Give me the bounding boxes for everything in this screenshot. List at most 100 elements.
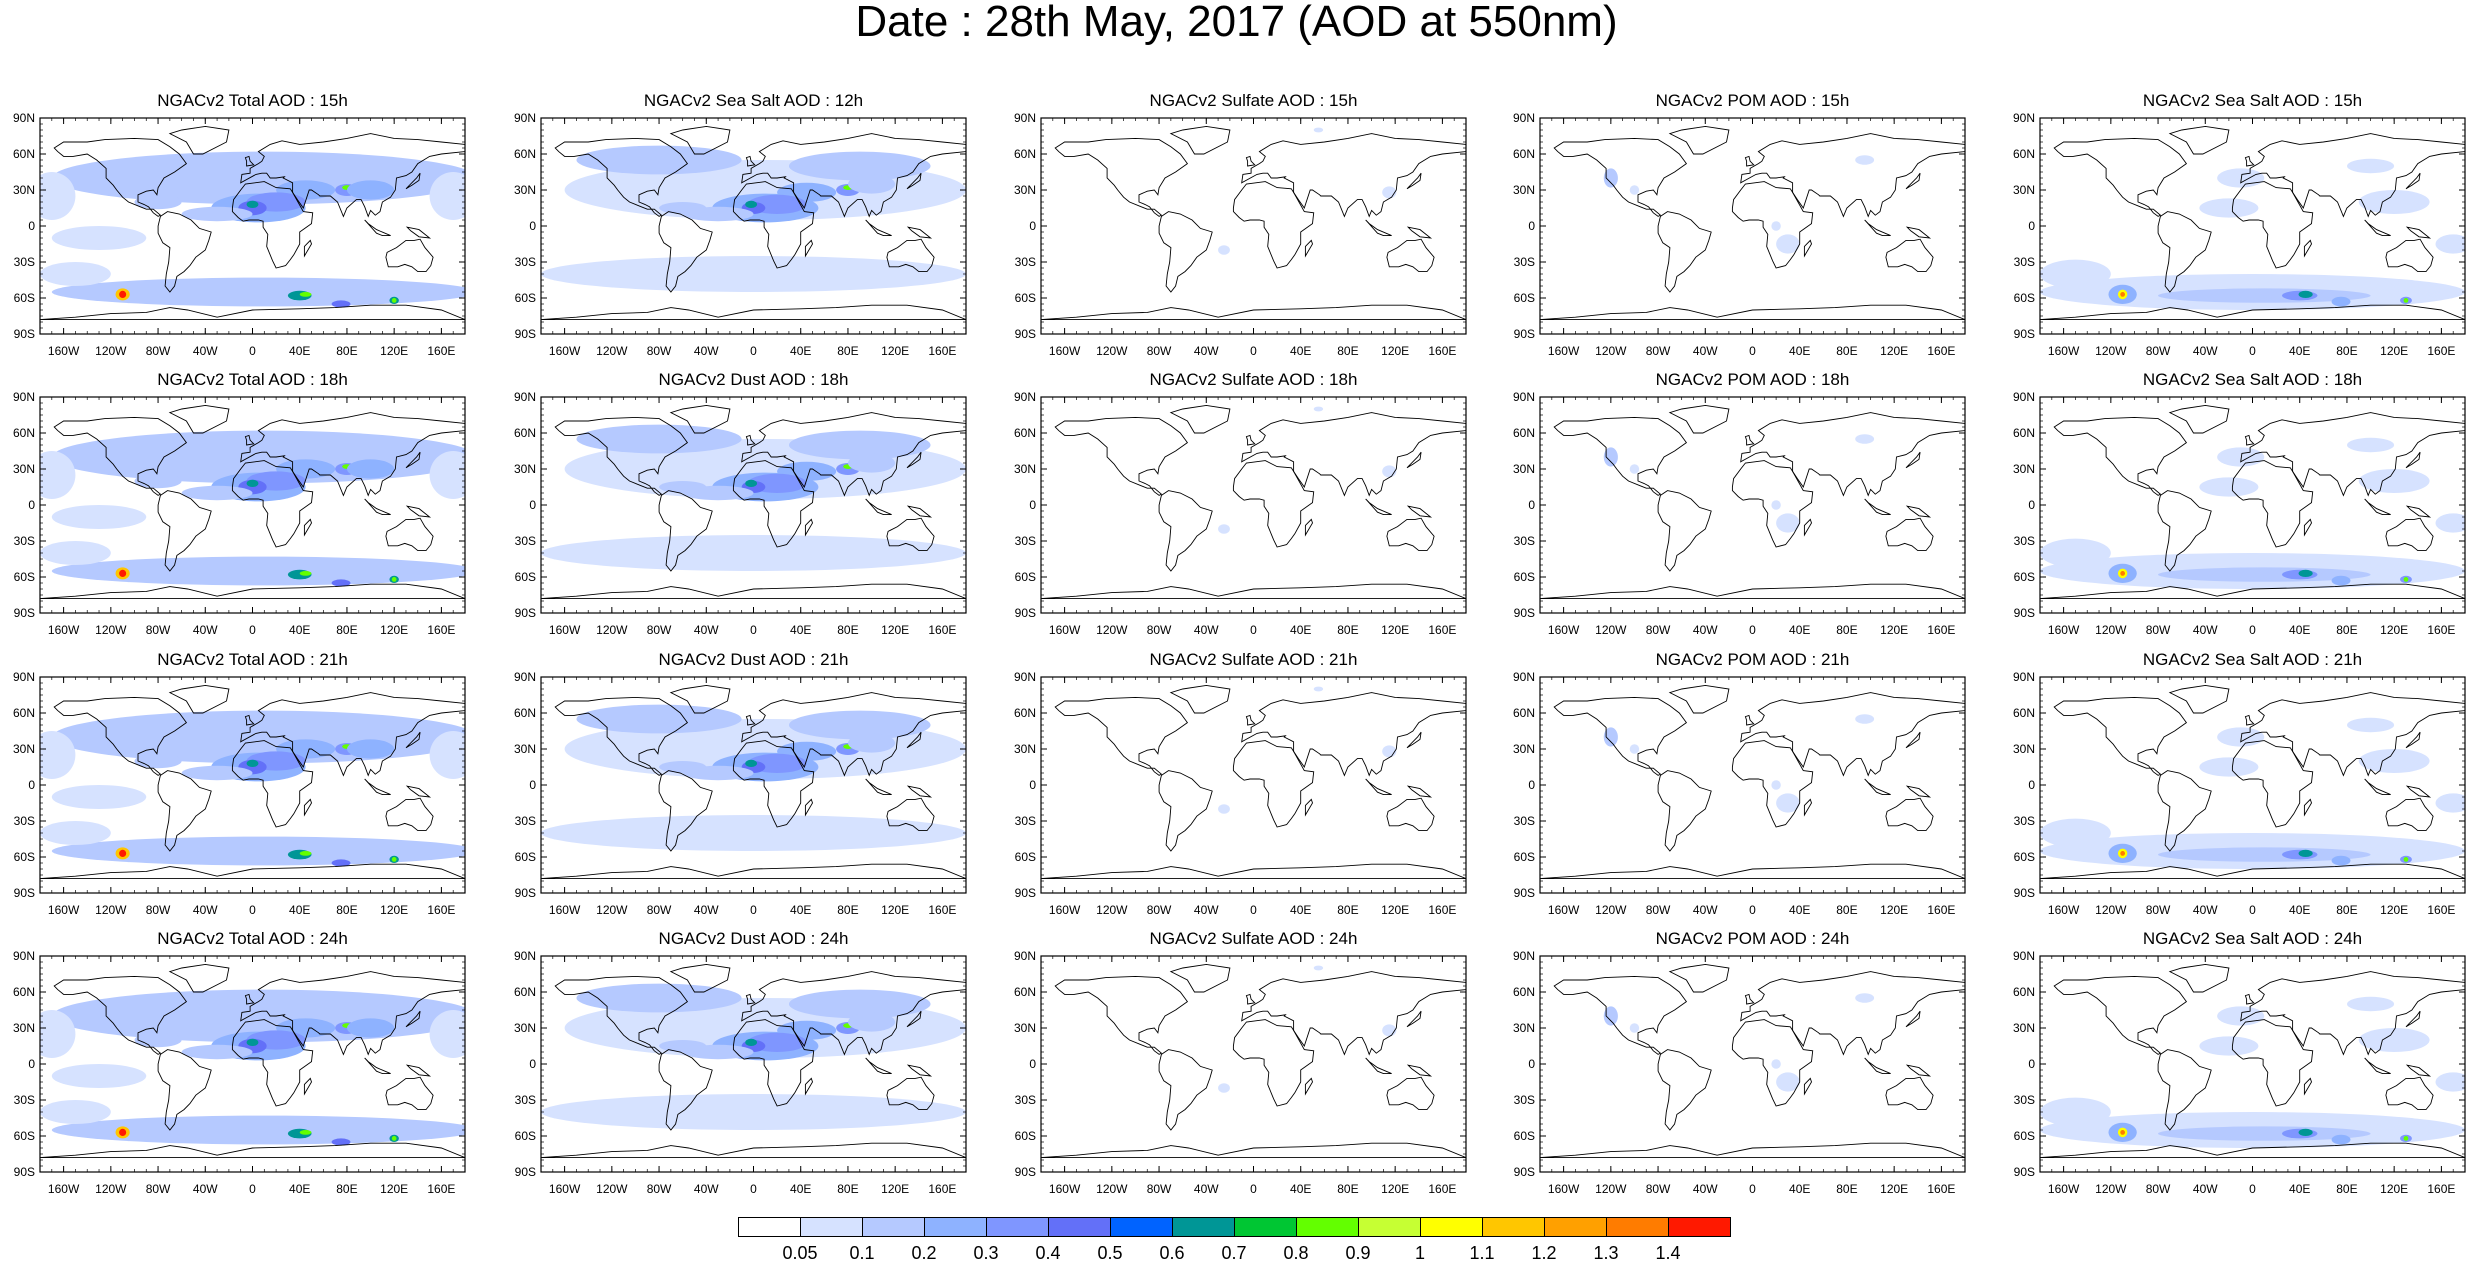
aod-field-region [2298, 849, 2313, 857]
longitude-tick-label: 40E [1290, 1182, 1311, 1196]
coastline [1905, 226, 1932, 239]
coastline [40, 583, 465, 600]
coastline [732, 740, 815, 828]
aod-field-region [1218, 245, 1230, 255]
latitude-tick-label: 30S [1514, 814, 1535, 828]
aod-field-region [1629, 1023, 1640, 1033]
aod-field-region [331, 300, 351, 308]
world-map: 90N 60N 30N 0 30S 60S 90S 160W 120W 80W 40W 0 40E 80E… [1513, 949, 1966, 1196]
aod-field-region [299, 851, 312, 856]
latitude-tick-label: 30N [13, 742, 35, 756]
coastline [1803, 518, 1812, 537]
longitude-tick-label: 120W [1595, 903, 1627, 917]
longitude-tick-label: 120W [2095, 903, 2127, 917]
latitude-tick-label: 30S [2014, 534, 2035, 548]
coastline [2168, 684, 2230, 714]
world-map: 90N 60N 30N 0 30S 60S 90S 160W 120W 80W 40W 0 40E 80E… [1513, 111, 1966, 358]
coastline [2240, 133, 2465, 218]
aod-field-region [246, 479, 259, 487]
coastline [2244, 434, 2255, 446]
colorbar-tick-label: 0.4 [1035, 1243, 1061, 1263]
aod-field-region [2217, 447, 2265, 467]
aod-field-region [1771, 780, 1781, 790]
coastline [1657, 490, 1712, 572]
coastline [385, 797, 434, 832]
latitude-tick-label: 90N [13, 670, 35, 684]
aod-field-region [246, 200, 259, 208]
aod-field-region [2331, 575, 2351, 586]
coastline [2244, 714, 2255, 726]
aod-field-region [346, 1018, 395, 1038]
longitude-tick-label: 120E [881, 1182, 909, 1196]
longitude-tick-label: 120E [1381, 344, 1409, 358]
aod-field-region [1855, 714, 1875, 724]
aod-field-region [2158, 288, 2371, 303]
longitude-tick-label: 80W [1147, 1182, 1172, 1196]
colorbar-swatch [986, 1217, 1049, 1237]
coastline [2303, 518, 2312, 537]
coastline [1553, 137, 1688, 217]
latitude-tick-label: 60N [1513, 147, 1535, 161]
latitude-tick-label: 90S [1514, 886, 1535, 900]
coastline [554, 696, 689, 776]
longitude-tick-label: 160W [2048, 903, 2080, 917]
longitude-tick-label: 160E [1428, 903, 1456, 917]
longitude-tick-label: 40W [2193, 1182, 2218, 1196]
longitude-tick-label: 0 [249, 1182, 256, 1196]
longitude-tick-label: 40W [1693, 344, 1718, 358]
coastline [2157, 211, 2212, 293]
latitude-tick-label: 30N [1014, 462, 1036, 476]
longitude-tick-label: 80E [1337, 344, 1358, 358]
aod-field-region [429, 731, 465, 779]
latitude-tick-label: 30S [515, 1093, 536, 1107]
longitude-tick-label: 120W [95, 623, 127, 637]
coastline [2385, 517, 2434, 552]
aod-field-region [2217, 727, 2265, 747]
longitude-tick-label: 40E [1789, 1182, 1810, 1196]
coastline [1905, 785, 1932, 798]
aod-field-region [40, 821, 111, 845]
longitude-tick-label: 120E [1880, 1182, 1908, 1196]
longitude-tick-label: 80W [647, 623, 672, 637]
longitude-tick-label: 40W [694, 1182, 719, 1196]
latitude-tick-label: 30S [14, 814, 35, 828]
latitude-tick-label: 60S [1514, 570, 1535, 584]
aod-field-region [659, 761, 707, 773]
longitude-tick-label: 160E [427, 623, 455, 637]
aod-field-region [181, 765, 253, 781]
latitude-tick-label: 30N [514, 462, 536, 476]
longitude-tick-label: 160E [427, 344, 455, 358]
coastline [364, 1057, 391, 1075]
latitude-tick-label: 90S [1514, 1165, 1535, 1179]
longitude-tick-label: 160W [1548, 344, 1580, 358]
aod-field-region [2040, 1097, 2111, 1127]
longitude-tick-label: 160E [928, 344, 956, 358]
coastline [1304, 239, 1313, 258]
map-panel-title: NGACv2 POM AOD : 15h [1655, 91, 1850, 110]
coastline [1245, 714, 1256, 726]
longitude-tick-label: 0 [1250, 1182, 1257, 1196]
coastline [405, 785, 432, 798]
latitude-tick-label: 30N [2013, 742, 2035, 756]
latitude-tick-label: 90S [515, 1165, 536, 1179]
coastline [168, 404, 230, 434]
coastline [1803, 798, 1812, 817]
longitude-tick-label: 40W [694, 903, 719, 917]
aod-field-region [40, 262, 111, 286]
coastline [168, 963, 230, 993]
coastline [741, 692, 966, 777]
coastline [1740, 692, 1965, 777]
longitude-tick-label: 40W [193, 344, 218, 358]
longitude-tick-label: 0 [249, 344, 256, 358]
coastline [1864, 1057, 1891, 1075]
colorbar-tick-label: 0.05 [782, 1243, 818, 1263]
colorbar-swatch [1544, 1217, 1607, 1237]
aod-field-region [1218, 524, 1230, 534]
latitude-tick-label: 30S [2014, 255, 2035, 269]
latitude-tick-label: 60N [1513, 426, 1535, 440]
longitude-tick-label: 80E [336, 903, 357, 917]
coastline [906, 731, 922, 749]
latitude-tick-label: 90S [1514, 327, 1535, 341]
longitude-tick-label: 80W [146, 623, 171, 637]
latitude-tick-label: 60N [2013, 147, 2035, 161]
